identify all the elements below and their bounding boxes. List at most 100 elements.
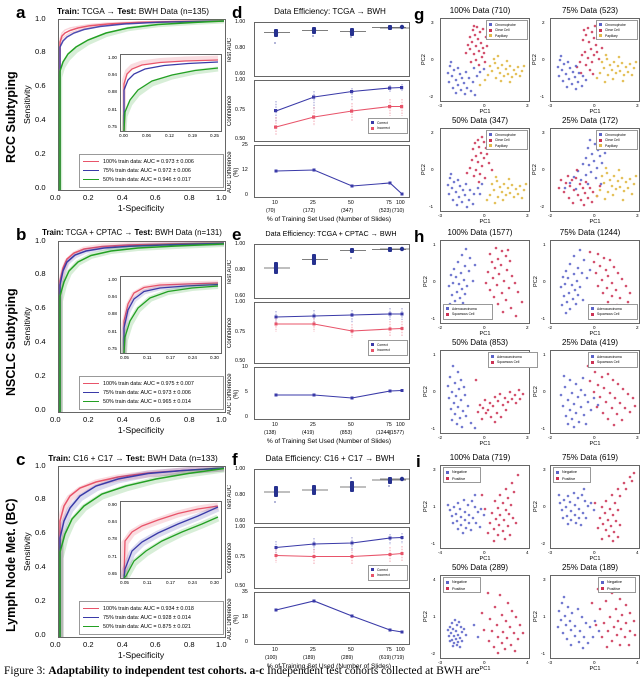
legend-marker-icon <box>599 34 602 38</box>
panel-i-sub0-legend: Negative Positive <box>443 467 481 483</box>
panel-a-ylabel: Sensitivity <box>22 85 32 125</box>
panel-d-xtick-3: 75 <box>386 200 392 206</box>
legend-line-icon <box>83 169 99 172</box>
panel-f-mid-ytick-2: 0.50 <box>235 583 246 589</box>
panel-h-sub3-ytick-0: 1 <box>543 352 546 357</box>
legend-label: Positive <box>452 476 466 481</box>
panel-h-sub3-ytick-2: -1 <box>541 426 546 431</box>
legend-item: Incorrect <box>369 348 407 354</box>
panel-i-sub1-ylabel: PC2 <box>533 501 539 513</box>
legend-label: Squamous Cell <box>597 360 620 365</box>
panel-f-aucdiff-line <box>274 599 404 634</box>
panel-e-title: Data Efficiency: TCGA + CPTAC → BWH <box>265 229 397 238</box>
panel-a-inset-ytick-2: 0.88 <box>108 89 117 94</box>
panel-i-sub0-ytick-0: 3 <box>433 467 436 472</box>
legend-item: Negative <box>444 469 480 476</box>
panel-e-xtick-0: 10 <box>272 422 278 428</box>
panel-i-sub3-xlabel: PC1 <box>589 666 601 672</box>
legend-item: Squamous Cell <box>489 360 537 366</box>
panel-e-top-ytick-1: 0.80 <box>235 267 246 273</box>
legend-item: 75% train data: AUC = 0.972 ± 0.006 <box>83 166 220 175</box>
panel-h-sub0-ytick-1: 0 <box>433 279 436 284</box>
panel-d-bot-ytick-0: 25 <box>242 142 248 148</box>
legend-marker-icon <box>599 144 602 148</box>
panel-c-inset-axes <box>120 501 222 579</box>
panel-i-sub0-ylabel: PC2 <box>423 501 429 513</box>
legend-label: Chromophobe <box>605 22 626 27</box>
panel-f-xtick2-2: (289) <box>341 655 354 661</box>
legend-marker-icon <box>591 312 594 316</box>
panel-h-sub2-legend: Adenocarcinoma Squamous Cell <box>488 352 538 368</box>
legend-marker-icon <box>371 121 374 125</box>
panel-i-sub0-ytick-1: 1 <box>433 504 436 509</box>
panel-e-mid-ylabel: Confidence <box>227 317 233 349</box>
legend-item: Chromophobe <box>597 132 637 138</box>
legend-label: Adenocarcinoma <box>497 354 522 359</box>
legend-marker-icon <box>556 470 559 474</box>
panel-g-sub1-ylabel: PC2 <box>532 54 538 66</box>
panel-g-sub3-xtick-2: 3 <box>636 213 639 218</box>
figure-caption: Figure 3: Adaptability to independent te… <box>4 664 638 678</box>
panel-c-inset-ytick-2: 0.78 <box>108 536 117 541</box>
panel-d-legend: Correct Incorrect <box>368 118 408 134</box>
panel-a-title: Train: TCGA → Test: BWH Data (n=135) <box>56 6 210 16</box>
panel-e: e Data Efficiency: TCGA + CPTAC → BWH 1.… <box>227 224 412 446</box>
legend-label: Clear Cell <box>605 28 620 33</box>
panel-g-sub0-points <box>446 24 526 97</box>
panel-f-xtick2-1: (189) <box>303 655 316 661</box>
panel-g-sub1-ytick-1: 0 <box>542 57 545 62</box>
legend-label: Papillary <box>495 33 508 38</box>
legend-item: Papillary <box>597 33 637 39</box>
legend-label: Chromophobe <box>495 132 516 137</box>
legend-label: Adenocarcinoma <box>452 306 477 311</box>
panel-c-ytick-3: 0.4 <box>35 562 46 571</box>
panel-f-xtick-4: 100 <box>396 647 405 653</box>
panel-h-sub1-legend: Adenocarcinoma Squamous Cell <box>588 304 638 320</box>
legend-item: 50% train data: AUC = 0.965 ± 0.014 <box>83 397 220 406</box>
panel-e-xtick-1: 25 <box>310 422 316 428</box>
panel-e-confidence-lines <box>274 308 404 338</box>
panel-h-sub0-legend: Adenocarcinoma Squamous Cell <box>443 304 493 320</box>
panel-h-sub3-ytick-1: 0 <box>543 389 546 394</box>
panel-b-inset-ytick-0: 1.00 <box>108 277 117 282</box>
panel-d-aucdiff-line <box>274 168 404 196</box>
panel-e-letter: e <box>232 225 242 244</box>
panel-f-mid-ytick-0: 1.00 <box>235 524 246 530</box>
panel-g-sub1-points <box>556 24 638 91</box>
legend-item: 50% train data: AUC = 0.946 ± 0.017 <box>83 175 220 184</box>
panel-b-ytick-1: 0.8 <box>35 269 46 278</box>
legend-marker-icon <box>489 144 492 148</box>
legend-label: 100% train data: AUC = 0.975 ± 0.007 <box>103 380 194 387</box>
legend-label: 75% train data: AUC = 0.973 ± 0.006 <box>103 389 191 396</box>
panel-e-xtick-2: 50 <box>348 422 354 428</box>
panel-i: i 100% Data (719) Negative Positive 3 1 … <box>412 449 640 672</box>
legend-label: Papillary <box>495 143 508 148</box>
panel-e-testauc-boxes <box>264 246 410 274</box>
panel-f-xtick2-3: (619) <box>379 655 392 661</box>
panel-d-top-ytick-0: 1.00 <box>235 19 246 25</box>
legend-label: Squamous Cell <box>597 312 620 317</box>
panel-h-sub3-ylabel: PC2 <box>533 386 539 398</box>
panel-h-sub0-xtick-2: 2 <box>526 325 529 330</box>
panel-e-bot-ytick-2: 0 <box>245 414 248 420</box>
panel-f-xtick-1: 25 <box>310 647 316 653</box>
panel-g-sub2-ytick-2: -1 <box>429 204 434 209</box>
legend-label: 75% train data: AUC = 0.972 ± 0.006 <box>103 167 191 174</box>
panel-i-sub0-xtick-2: 4 <box>526 550 529 555</box>
legend-item: Incorrect <box>369 126 407 132</box>
panel-g-sub3-ylabel: PC2 <box>532 164 538 176</box>
panel-g-sub0-xtick-0: -3 <box>438 103 443 108</box>
panel-e-xlabel: % of Training Set Used (Number of Slides… <box>266 438 392 445</box>
panel-e-aucdiff-line <box>274 389 404 400</box>
panel-b-xtick-3: 0.6 <box>150 415 161 424</box>
panel-d-xtick2-0: (70) <box>266 208 276 214</box>
legend-item: 50% train data: AUC = 0.875 ± 0.021 <box>83 622 220 631</box>
panel-i-sub0-title: 100% Data (719) <box>449 453 511 462</box>
panel-a-ytick-3: 0.4 <box>35 115 46 124</box>
panel-a-letter: a <box>16 3 26 22</box>
panel-f-mid-ytick-1: 0.75 <box>235 554 246 560</box>
panel-b-xtick-4: 0.8 <box>184 415 195 424</box>
panel-d-xtick-4: 100 <box>396 200 405 206</box>
panel-g-sub2-xtick-2: 3 <box>526 213 529 218</box>
panel-i-sub1-ytick-0: 3 <box>543 467 546 472</box>
